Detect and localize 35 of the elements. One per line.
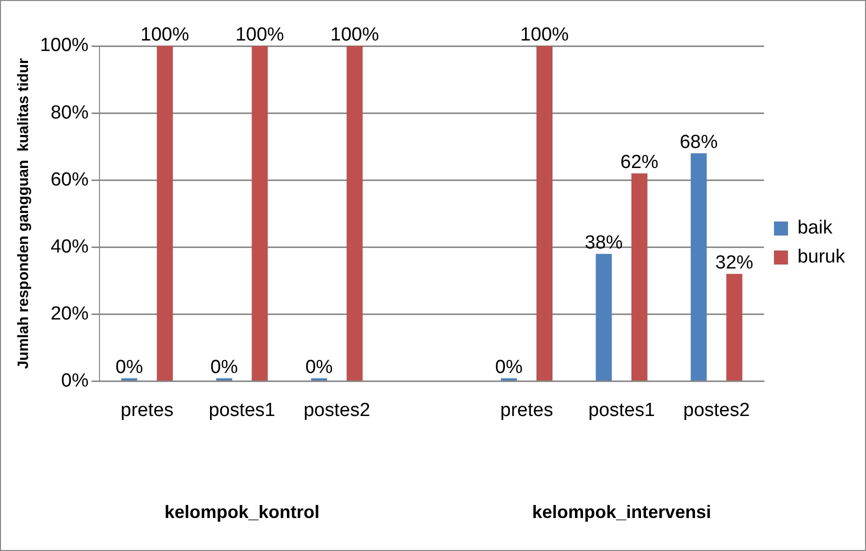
- text: kelompok_intervensi: [532, 502, 712, 522]
- bar: [536, 46, 552, 380]
- y-tick-label: 100%: [40, 35, 89, 56]
- bar: [156, 46, 173, 380]
- data-label: 100%: [235, 24, 284, 46]
- x-tick-label: postes2: [683, 400, 750, 421]
- data-label: 100%: [520, 24, 569, 46]
- bar: [252, 46, 268, 380]
- x-tick-label: pretes: [500, 400, 554, 421]
- data-label: 38%: [584, 232, 623, 254]
- bar: [690, 153, 707, 380]
- y-tick-label: 0%: [61, 370, 89, 392]
- data-label: 100%: [140, 24, 190, 46]
- data-label: 0%: [495, 356, 523, 378]
- data-label: 0%: [305, 356, 333, 378]
- bar: [346, 46, 363, 380]
- y-tick-label: 40%: [50, 236, 89, 258]
- x-tick-label: pretes: [120, 400, 174, 421]
- data-label: 0%: [116, 356, 144, 378]
- x-tick-label: postes1: [588, 400, 655, 421]
- y-tick-label: 60%: [50, 169, 89, 190]
- legend-label: baik: [797, 218, 833, 239]
- y-tick-label: 20%: [50, 303, 89, 324]
- data-label: 62%: [620, 152, 659, 174]
- x-tick-label: postes2: [304, 400, 370, 421]
- data-label: 0%: [210, 356, 238, 378]
- data-label: 100%: [330, 24, 380, 46]
- text: kelompok_kontrol: [164, 502, 320, 522]
- y-tick-label: 80%: [50, 102, 89, 124]
- y-axis-title: Jumlah responden gangguan kualitas tidur: [15, 58, 32, 370]
- x-tick-label: postes1: [208, 400, 276, 421]
- data-label: 68%: [680, 132, 718, 153]
- legend-label: buruk: [797, 246, 846, 268]
- data-label: 32%: [715, 252, 754, 274]
- bar: [631, 173, 648, 380]
